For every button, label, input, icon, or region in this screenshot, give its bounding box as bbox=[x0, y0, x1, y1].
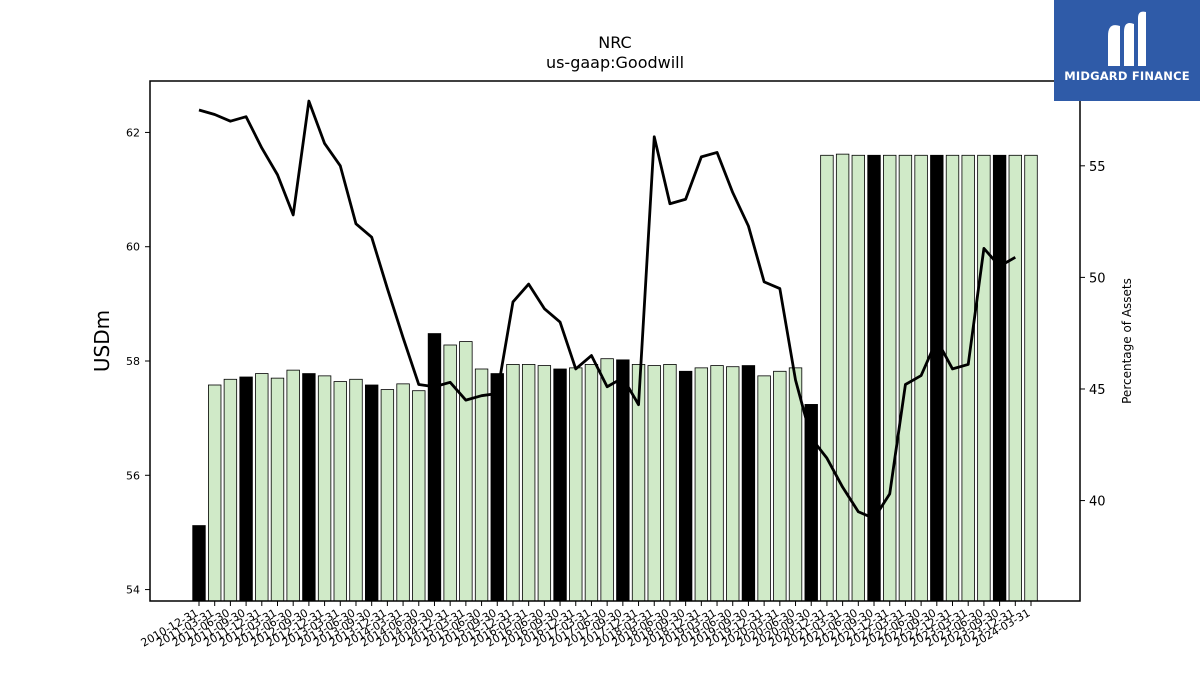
y2-tick-label: 40 bbox=[1089, 495, 1106, 510]
y2-tick-label: 55 bbox=[1089, 160, 1106, 175]
logo-text: MIDGARD FINANCE bbox=[1064, 69, 1190, 83]
plot-frame bbox=[149, 80, 1081, 602]
x-axis-ticks: 2010-12-312011-03-312011-06-302011-09-30… bbox=[139, 601, 1033, 650]
chart-subtitle: us-gaap:Goodwill bbox=[546, 53, 684, 72]
bar-2024-03-31 bbox=[1024, 154, 1038, 602]
bar-2018-09-30 bbox=[678, 370, 693, 602]
bar-2015-12-31 bbox=[506, 364, 520, 602]
y-tick-label: 54 bbox=[126, 584, 140, 597]
y2-tick-label: 50 bbox=[1089, 271, 1106, 286]
bar-2023-12-31 bbox=[1008, 154, 1022, 602]
bar-2014-06-30 bbox=[412, 390, 426, 602]
bar-2020-12-31 bbox=[820, 154, 834, 602]
y2-axis-ticks: 40 45 50 55 bbox=[1080, 160, 1106, 510]
bar-2011-06-30 bbox=[223, 378, 238, 602]
bar-2012-09-30 bbox=[302, 373, 316, 602]
bar-2022-12-31 bbox=[945, 154, 960, 602]
bar-2012-03-31 bbox=[270, 377, 285, 602]
bar-2013-03-31 bbox=[333, 381, 347, 602]
y2-axis-label: Percentage of Assets bbox=[1120, 278, 1134, 404]
bar-2019-12-31 bbox=[757, 375, 771, 602]
bar-2019-03-31 bbox=[710, 365, 724, 602]
bar-2010-12-31 bbox=[192, 525, 206, 602]
y-tick-label: 56 bbox=[126, 469, 140, 482]
bar-2016-06-30 bbox=[537, 365, 552, 602]
bar-2014-03-31 bbox=[396, 383, 410, 602]
chart-title: NRC bbox=[598, 33, 631, 52]
bar-2014-09-30 bbox=[427, 333, 442, 602]
bar-2023-03-31 bbox=[961, 154, 975, 602]
bar-2016-09-30 bbox=[553, 368, 567, 602]
bar-2023-09-30 bbox=[992, 154, 1007, 602]
bar-2021-03-31 bbox=[835, 153, 850, 602]
y-tick-label: 60 bbox=[126, 241, 140, 254]
percentage-line bbox=[198, 99, 1016, 520]
line-group bbox=[198, 99, 1016, 520]
y-axis-label: USDm bbox=[90, 310, 114, 372]
bar-2011-12-31 bbox=[255, 373, 269, 602]
bar-2012-06-30 bbox=[286, 369, 300, 602]
bar-2017-03-31 bbox=[584, 364, 599, 602]
bar-2021-09-30 bbox=[867, 154, 881, 602]
bar-2013-12-31 bbox=[380, 389, 395, 602]
bar-2016-12-31 bbox=[569, 367, 583, 602]
bar-2018-03-31 bbox=[647, 365, 661, 602]
bar-2020-03-31 bbox=[773, 370, 787, 602]
brand-logo: MIDGARD FINANCE bbox=[1054, 0, 1200, 101]
bar-2018-12-31 bbox=[694, 367, 709, 602]
bar-2011-09-30 bbox=[239, 376, 253, 602]
bar-2017-06-30 bbox=[600, 358, 614, 602]
bar-2017-09-30 bbox=[616, 359, 630, 602]
y-axis-ticks: 54 56 58 60 62 bbox=[126, 126, 150, 597]
bar-2015-03-31 bbox=[459, 341, 473, 602]
bar-2016-03-31 bbox=[521, 364, 536, 602]
bar-2021-12-31 bbox=[883, 154, 897, 602]
y2-tick-label: 45 bbox=[1089, 383, 1106, 398]
bar-2013-09-30 bbox=[364, 384, 379, 602]
bar-group bbox=[192, 153, 1038, 602]
bar-2015-06-30 bbox=[474, 368, 489, 602]
bar-2019-06-30 bbox=[726, 366, 740, 602]
bar-2022-03-31 bbox=[898, 154, 913, 602]
y-tick-label: 62 bbox=[126, 126, 140, 139]
bar-2018-06-30 bbox=[663, 364, 677, 602]
bar-2015-09-30 bbox=[490, 373, 504, 602]
bar-2012-12-31 bbox=[317, 375, 332, 602]
bar-2019-09-30 bbox=[741, 365, 756, 602]
bar-2013-06-30 bbox=[349, 378, 363, 602]
bar-2020-06-30 bbox=[788, 367, 803, 602]
y-tick-label: 58 bbox=[126, 355, 140, 368]
bar-2011-03-31 bbox=[208, 384, 222, 602]
bar-2023-06-30 bbox=[977, 154, 991, 602]
midgard-logo-icon bbox=[1108, 11, 1146, 67]
bar-2021-06-30 bbox=[851, 154, 865, 602]
bar-2022-09-30 bbox=[930, 154, 944, 602]
